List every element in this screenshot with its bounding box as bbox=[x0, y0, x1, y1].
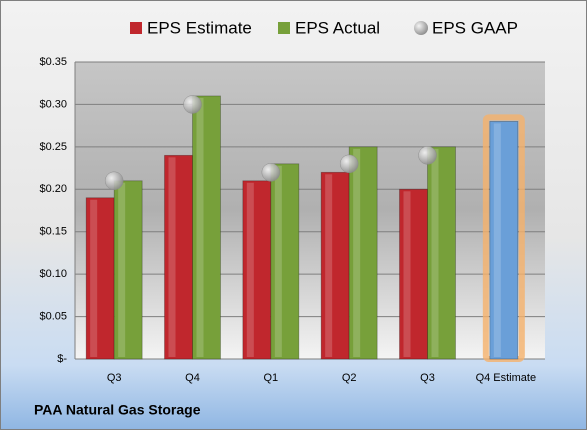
bar-shine bbox=[353, 148, 361, 357]
x-tick-label: Q1 bbox=[263, 372, 278, 384]
y-tick-label: $0.35 bbox=[39, 56, 67, 68]
bar bbox=[113, 180, 143, 360]
bar-shine bbox=[118, 182, 126, 357]
bar bbox=[192, 95, 221, 360]
bar-shine bbox=[196, 97, 204, 357]
plot-area bbox=[75, 62, 545, 359]
bar bbox=[85, 197, 115, 360]
x-tick-label: Q2 bbox=[342, 372, 357, 384]
bar-shine bbox=[246, 182, 254, 357]
bar-shine bbox=[274, 165, 282, 357]
bar bbox=[242, 180, 272, 360]
x-tick-label: Q3 bbox=[420, 372, 435, 384]
bar-shine bbox=[431, 148, 439, 357]
y-tick-label: $0.30 bbox=[39, 98, 67, 110]
legend-marker bbox=[414, 21, 428, 35]
y-tick-label: $0.25 bbox=[39, 141, 67, 153]
bar-shine bbox=[325, 174, 333, 357]
legend-marker bbox=[130, 22, 142, 34]
y-tick-label: $0.05 bbox=[39, 310, 67, 322]
y-tick-label: $- bbox=[57, 353, 67, 365]
gaap-marker bbox=[183, 95, 202, 114]
x-tick-label: Q4 Estimate bbox=[476, 372, 537, 384]
y-tick-label: $0.20 bbox=[39, 183, 67, 195]
bar bbox=[489, 121, 519, 360]
y-tick-label: $0.15 bbox=[39, 226, 67, 238]
gaap-marker bbox=[418, 146, 437, 165]
gaap-marker bbox=[339, 154, 359, 174]
bar-shine bbox=[90, 199, 98, 357]
legend-label: EPS Estimate bbox=[147, 18, 252, 37]
y-tick-label: $0.10 bbox=[39, 268, 67, 280]
gaap-marker bbox=[261, 163, 281, 182]
bar-shine bbox=[403, 191, 411, 357]
gaap-marker bbox=[104, 171, 124, 191]
x-tick-label: Q4 bbox=[185, 372, 200, 384]
legend-label: EPS GAAP bbox=[432, 18, 518, 37]
legend-marker bbox=[278, 22, 290, 34]
bar-shine bbox=[493, 123, 501, 358]
legend-label: EPS Actual bbox=[295, 18, 380, 37]
bar bbox=[320, 171, 350, 360]
bar bbox=[348, 146, 378, 360]
x-tick-label: Q3 bbox=[107, 372, 122, 384]
footer: PAA Natural Gas Storage bbox=[34, 402, 201, 418]
bar bbox=[164, 154, 193, 360]
bar bbox=[399, 188, 428, 360]
bar bbox=[427, 146, 456, 360]
bar bbox=[270, 163, 300, 360]
bar-shine bbox=[168, 157, 176, 357]
